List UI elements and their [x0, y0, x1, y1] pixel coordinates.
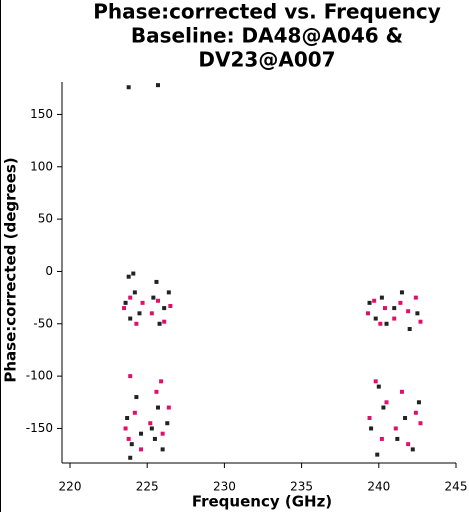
point [159, 379, 164, 384]
point [399, 389, 404, 394]
point [137, 311, 142, 316]
point [406, 309, 411, 314]
y-tick-label: -150 [26, 421, 53, 435]
point [128, 374, 133, 379]
point [154, 389, 159, 394]
point [410, 447, 415, 452]
point [134, 321, 139, 326]
point [149, 311, 154, 316]
chart-title: DV23@A007 [198, 48, 335, 72]
x-tick-label: 220 [59, 480, 82, 494]
point [399, 290, 404, 295]
point [398, 300, 403, 305]
point [413, 410, 418, 415]
point [160, 431, 165, 436]
x-tick-label: 230 [213, 480, 236, 494]
point [157, 321, 162, 326]
point [381, 405, 386, 410]
point [154, 279, 159, 284]
point [384, 321, 389, 326]
point [134, 395, 139, 400]
point [131, 271, 136, 276]
point [382, 306, 387, 311]
point [152, 436, 157, 441]
point [373, 379, 378, 384]
point [156, 405, 161, 410]
point [392, 306, 397, 311]
point [416, 400, 421, 405]
point [403, 415, 408, 420]
chart-title: Phase:corrected vs. Frequency [93, 0, 441, 24]
point [418, 421, 423, 426]
point [384, 400, 389, 405]
point [160, 447, 165, 452]
point [129, 442, 134, 447]
point [128, 295, 133, 300]
point [126, 85, 131, 90]
point [375, 452, 380, 457]
point [151, 295, 156, 300]
point [392, 316, 397, 321]
y-axis-label: Phase:corrected (degrees) [2, 157, 20, 382]
x-tick-label: 235 [290, 480, 313, 494]
point [125, 415, 130, 420]
point [378, 321, 383, 326]
point [168, 303, 173, 308]
point [148, 421, 153, 426]
point [140, 300, 145, 305]
x-tick-label: 245 [445, 480, 468, 494]
point [149, 426, 154, 431]
point [367, 300, 372, 305]
point [123, 300, 128, 305]
point [395, 436, 400, 441]
y-tick-label: 0 [45, 264, 53, 278]
point [128, 316, 133, 321]
y-tick-label: 50 [38, 212, 53, 226]
x-tick-label: 225 [136, 480, 159, 494]
point [132, 410, 137, 415]
x-axis-label: Frequency (GHz) [192, 493, 332, 511]
y-tick-label: 150 [30, 107, 53, 121]
point [156, 298, 161, 303]
point [139, 431, 144, 436]
point [413, 295, 418, 300]
point [376, 384, 381, 389]
point [162, 319, 167, 324]
point [407, 327, 412, 332]
point [132, 290, 137, 295]
point [393, 426, 398, 431]
x-tick-label: 240 [367, 480, 390, 494]
y-tick-label: -100 [26, 369, 53, 383]
point [139, 447, 144, 452]
point [379, 295, 384, 300]
point [123, 426, 128, 431]
point [369, 426, 374, 431]
point [162, 306, 167, 311]
point [379, 436, 384, 441]
y-tick-label: 100 [30, 159, 53, 173]
y-tick-label: -50 [33, 316, 53, 330]
point [126, 436, 131, 441]
point [372, 298, 377, 303]
point [367, 415, 372, 420]
point [128, 455, 133, 460]
chart-title: Baseline: DA48@A046 & [131, 24, 403, 48]
point [156, 83, 161, 88]
point [166, 290, 171, 295]
point [165, 421, 170, 426]
point [166, 405, 171, 410]
point [373, 316, 378, 321]
point [122, 306, 127, 311]
point [418, 319, 423, 324]
point [415, 311, 420, 316]
point [365, 311, 370, 316]
point [406, 442, 411, 447]
point [126, 274, 131, 279]
